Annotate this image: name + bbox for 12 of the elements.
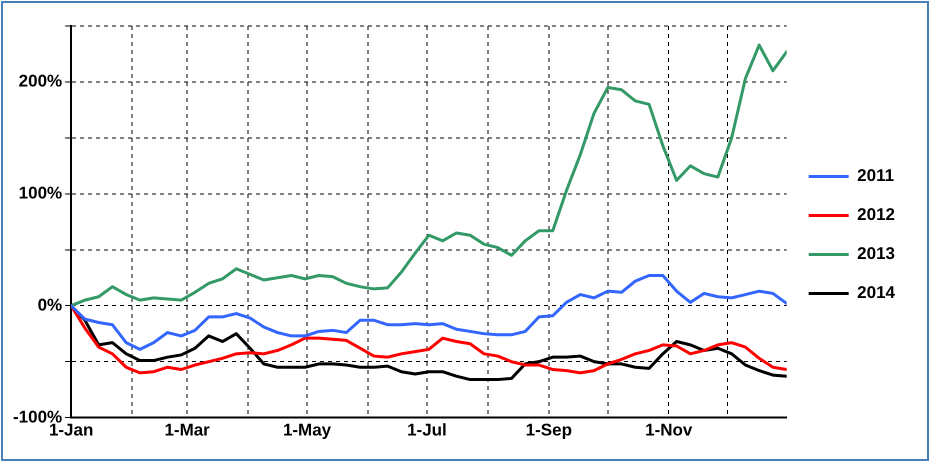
x-tick-label: 1-Nov <box>645 420 693 440</box>
legend-label: 2012 <box>857 205 896 224</box>
legend-label: 2011 <box>857 166 894 186</box>
x-tick-label: 1-May <box>282 420 332 440</box>
y-tick-label: 100% <box>18 184 62 203</box>
y-tick-label: 200% <box>18 72 62 91</box>
x-tick-label: 1-Sep <box>526 420 572 440</box>
x-tick-label: 1-Jul <box>407 420 447 440</box>
legend-label: 2014 <box>857 283 896 302</box>
legend-label: 2013 <box>857 244 896 264</box>
y-tick-label: 0% <box>38 295 62 314</box>
x-tick-label: 1-Mar <box>164 420 210 440</box>
